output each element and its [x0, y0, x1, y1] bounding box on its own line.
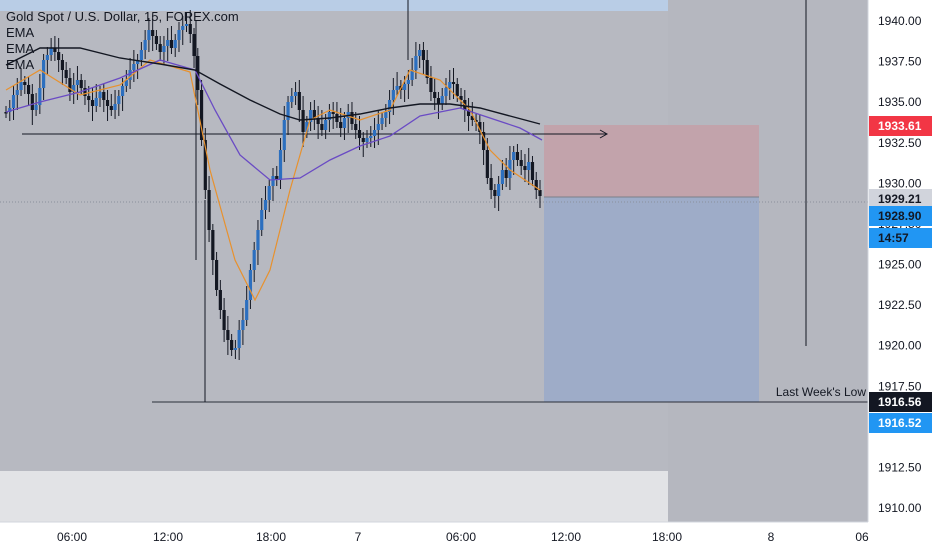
price-tick-label: 1917.50: [878, 379, 922, 393]
price-badge: [869, 189, 932, 209]
price-badge-label: 1929.21: [878, 192, 922, 206]
symbol-title[interactable]: Gold Spot / U.S. Dollar, 15, FOREX.com: [6, 9, 239, 24]
ray-arrowhead: [599, 129, 609, 139]
price-tick-label: 1925.00: [878, 258, 922, 272]
price-tick-label: 1930.00: [878, 176, 922, 190]
ema-slow-line: [5, 47, 541, 125]
ema-indicator-3[interactable]: EMA: [6, 57, 35, 72]
time-axis[interactable]: [0, 522, 868, 550]
price-badge-label: 1916.56: [878, 395, 922, 409]
price-tick-label: 1912.50: [878, 460, 922, 474]
price-badge: [869, 116, 932, 136]
price-badge: [869, 392, 932, 412]
chart-legend: Gold Spot / U.S. Dollar, 15, FOREX.com E…: [6, 9, 239, 73]
ema-mid-line: [5, 59, 543, 181]
selection-band-top: [0, 0, 668, 11]
time-tick-label: 8: [768, 530, 775, 544]
price-tick-label: 1932.50: [878, 136, 922, 150]
time-tick-label: 18:00: [652, 530, 682, 544]
time-axis-ticks: 06:00 12:00 18:00 7 06:00 12:00 18:00 8 06: [57, 530, 869, 544]
last-week-low-label: Last Week's Low: [776, 385, 866, 399]
time-tick-label: 06:00: [446, 530, 476, 544]
price-tick-label: 1910.00: [878, 501, 922, 515]
take-profit-zone[interactable]: [544, 197, 759, 402]
ema-indicator-2[interactable]: EMA: [6, 41, 35, 56]
price-badge-label: 1928.90: [878, 209, 922, 223]
price-badge-label: 1933.61: [878, 119, 922, 133]
stop-loss-zone[interactable]: [544, 125, 759, 197]
ema-fast-line: [5, 59, 541, 302]
price-badge-label: 14:57: [878, 231, 909, 245]
time-tick-label: 06: [855, 530, 869, 544]
price-badge: [869, 228, 932, 248]
price-badge: [869, 413, 932, 433]
price-tick-label: 1937.50: [878, 55, 922, 69]
price-tick-label: 1920.00: [878, 339, 922, 353]
price-badge-label: 1916.52: [878, 416, 922, 430]
price-tick-label: 1935.00: [878, 95, 922, 109]
price-axis-ticks: 1940.001937.501935.001932.501930.001927.…: [878, 14, 922, 515]
price-axis-badges: 1933.61 1929.21 1928.90 14:57 1916.56 1916.52: [869, 116, 932, 433]
time-tick-label: 18:00: [256, 530, 286, 544]
selection-band-bottom: [0, 471, 668, 522]
price-tick-label: 1922.50: [878, 298, 922, 312]
price-axis[interactable]: [868, 0, 932, 550]
time-tick-label: 06:00: [57, 530, 87, 544]
ema-indicator-1[interactable]: EMA: [6, 25, 35, 40]
time-tick-label: 7: [355, 530, 362, 544]
price-badge: [869, 206, 932, 226]
time-tick-label: 12:00: [153, 530, 183, 544]
price-tick-label: 1940.00: [878, 14, 922, 28]
time-tick-label: 12:00: [551, 530, 581, 544]
